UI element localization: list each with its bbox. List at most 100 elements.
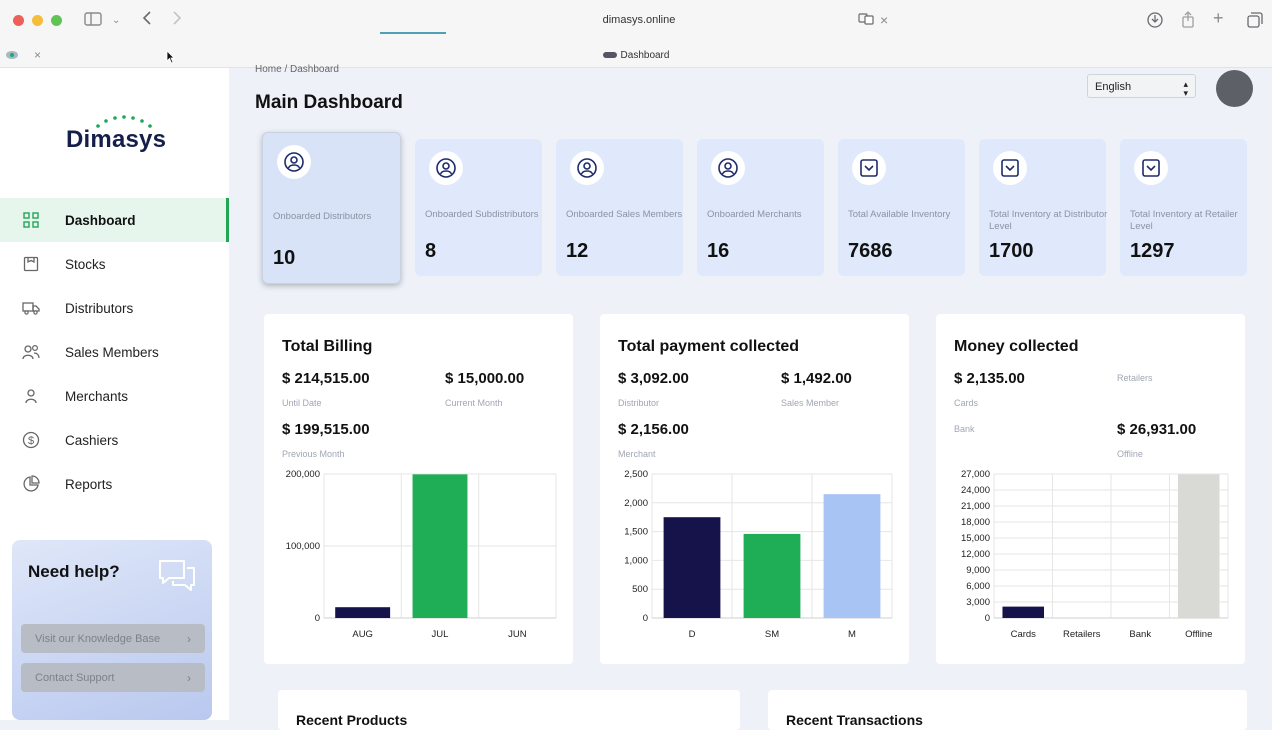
stat-card[interactable]: Total Available Inventory 7686 <box>838 139 965 276</box>
cards-amount: $ 2,135.00 <box>954 370 1025 387</box>
sidebar-item-stocks[interactable]: Stocks <box>0 242 229 286</box>
inventory-icon <box>993 151 1027 185</box>
bar <box>663 517 721 618</box>
stat-label: Onboarded Distributors <box>273 211 372 222</box>
chevron-down-icon[interactable]: ⌄ <box>112 15 121 26</box>
y-tick-label: 15,000 <box>961 533 990 544</box>
address-bar[interactable]: dimasys.online × <box>380 8 898 34</box>
stat-card[interactable]: Total Inventory at Retailer Level 1297 <box>1120 139 1247 276</box>
current-month-label: Current Month <box>445 398 503 408</box>
sidebar-item-label: Reports <box>65 476 113 492</box>
brand-name: Dimasys <box>66 126 167 153</box>
bar <box>743 533 801 618</box>
stat-value: 1700 <box>989 240 1034 262</box>
bar <box>335 607 391 618</box>
sidebar-item-label: Cashiers <box>65 432 119 448</box>
browser-chrome: ⌄ dimasys.online × + × Dashboard <box>0 0 1272 68</box>
stat-label: Onboarded Sales Members <box>566 209 683 220</box>
distributor-label: Distributor <box>618 398 660 408</box>
main-content: Home / Dashboard Main Dashboard English … <box>229 64 1272 730</box>
card-title: Money collected <box>954 338 1079 355</box>
dollar-icon: $ <box>22 431 40 449</box>
card-title: Total payment collected <box>618 338 800 355</box>
y-tick-label: 200,000 <box>286 469 320 480</box>
stat-value: 16 <box>707 240 730 262</box>
stat-card[interactable]: Onboarded Subdistributors 8 <box>415 139 542 276</box>
recent-products-card: Recent Products <box>278 690 740 730</box>
x-tick-label: Retailers <box>1063 629 1101 640</box>
stat-label: Total Available Inventory <box>848 209 951 220</box>
total-billing-card: Total Billing $ 214,515.00 Until Date $ … <box>264 314 573 664</box>
sidebar-item-merchants[interactable]: Merchants <box>0 374 229 418</box>
y-tick-label: 0 <box>315 613 320 624</box>
sidebar-toggle-icon[interactable] <box>84 12 102 30</box>
forward-icon[interactable] <box>172 11 182 29</box>
user-circle-icon <box>277 145 311 179</box>
merchant-label: Merchant <box>618 449 656 459</box>
sidebar-item-cashiers[interactable]: $ Cashiers <box>0 418 229 462</box>
clear-url-icon[interactable]: × <box>880 12 889 28</box>
stat-value: 7686 <box>848 240 893 262</box>
user-circle-icon <box>570 151 604 185</box>
y-tick-label: 6,000 <box>966 581 990 592</box>
bar <box>412 474 468 618</box>
knowledge-base-button[interactable]: Visit our Knowledge Base › <box>21 624 205 653</box>
breadcrumb[interactable]: Home / Dashboard <box>255 64 339 75</box>
close-tab-icon[interactable]: × <box>34 48 42 62</box>
contact-support-label: Contact Support <box>35 672 115 684</box>
site-favicon-icon <box>5 49 19 65</box>
grid-icon <box>22 211 40 229</box>
sidebar-item-label: Dashboard <box>65 212 136 228</box>
stat-value: 10 <box>273 247 296 269</box>
user-icon <box>22 387 40 405</box>
pie-chart-icon <box>22 475 40 493</box>
sidebar-item-dashboard[interactable]: Dashboard <box>0 198 229 242</box>
till-date-amount: $ 214,515.00 <box>282 370 370 387</box>
current-month-amount: $ 15,000.00 <box>445 370 525 387</box>
stat-card[interactable]: Onboarded Merchants 16 <box>697 139 824 276</box>
stat-card[interactable]: Total Inventory at Distributor Level 170… <box>979 139 1107 276</box>
x-tick-label: SM <box>765 629 779 640</box>
chevron-right-icon: › <box>187 632 191 646</box>
active-tab[interactable]: Dashboard <box>0 50 1272 61</box>
bar <box>1002 606 1045 618</box>
y-tick-label: 27,000 <box>961 469 990 480</box>
sidebar-item-distributors[interactable]: Distributors <box>0 286 229 330</box>
stat-value: 12 <box>566 240 589 262</box>
chat-bubbles-icon <box>157 558 197 597</box>
offline-label: Offline <box>1117 449 1143 459</box>
previous-month-label: Previous Month <box>282 449 345 459</box>
translate-icon[interactable] <box>858 13 874 30</box>
brand-logo[interactable]: Dimasys <box>66 112 186 162</box>
x-tick-label: AUG <box>352 629 373 640</box>
sidebar: Dimasys Dashboard Stocks Distributors Sa… <box>0 68 229 720</box>
contact-support-button[interactable]: Contact Support › <box>21 663 205 692</box>
y-tick-label: 1,000 <box>624 555 648 566</box>
x-tick-label: JUN <box>508 629 527 640</box>
language-select[interactable]: English ▴ ▾ <box>1087 74 1196 98</box>
sidebar-item-reports[interactable]: Reports <box>0 462 229 506</box>
inventory-icon <box>852 151 886 185</box>
zoom-window-button[interactable] <box>51 15 62 26</box>
sidebar-item-sales-members[interactable]: Sales Members <box>0 330 229 374</box>
share-icon[interactable] <box>1181 11 1195 32</box>
sidebar-nav: Dashboard Stocks Distributors Sales Memb… <box>0 198 229 506</box>
help-title: Need help? <box>28 562 120 581</box>
distributor-amount: $ 3,092.00 <box>618 370 689 387</box>
stat-card[interactable]: Onboarded Distributors 10 <box>262 132 401 284</box>
tab-overview-icon[interactable] <box>1247 12 1263 32</box>
stat-value: 1297 <box>1130 240 1175 262</box>
payment-bar-chart: 0 500 1,000 1,500 2,000 2,500 D SM M <box>624 469 893 640</box>
new-tab-icon[interactable]: + <box>1213 8 1224 28</box>
y-tick-label: 1,500 <box>624 527 648 538</box>
downloads-icon[interactable] <box>1147 12 1163 32</box>
avatar[interactable] <box>1216 70 1253 107</box>
box-icon <box>22 255 40 273</box>
svg-text:$: $ <box>28 435 34 447</box>
close-window-button[interactable] <box>13 15 24 26</box>
back-icon[interactable] <box>142 11 152 29</box>
stat-card[interactable]: Onboarded Sales Members 12 <box>556 139 683 276</box>
x-tick-label: Cards <box>1011 629 1037 640</box>
minimize-window-button[interactable] <box>32 15 43 26</box>
mouse-cursor-icon <box>166 50 175 69</box>
